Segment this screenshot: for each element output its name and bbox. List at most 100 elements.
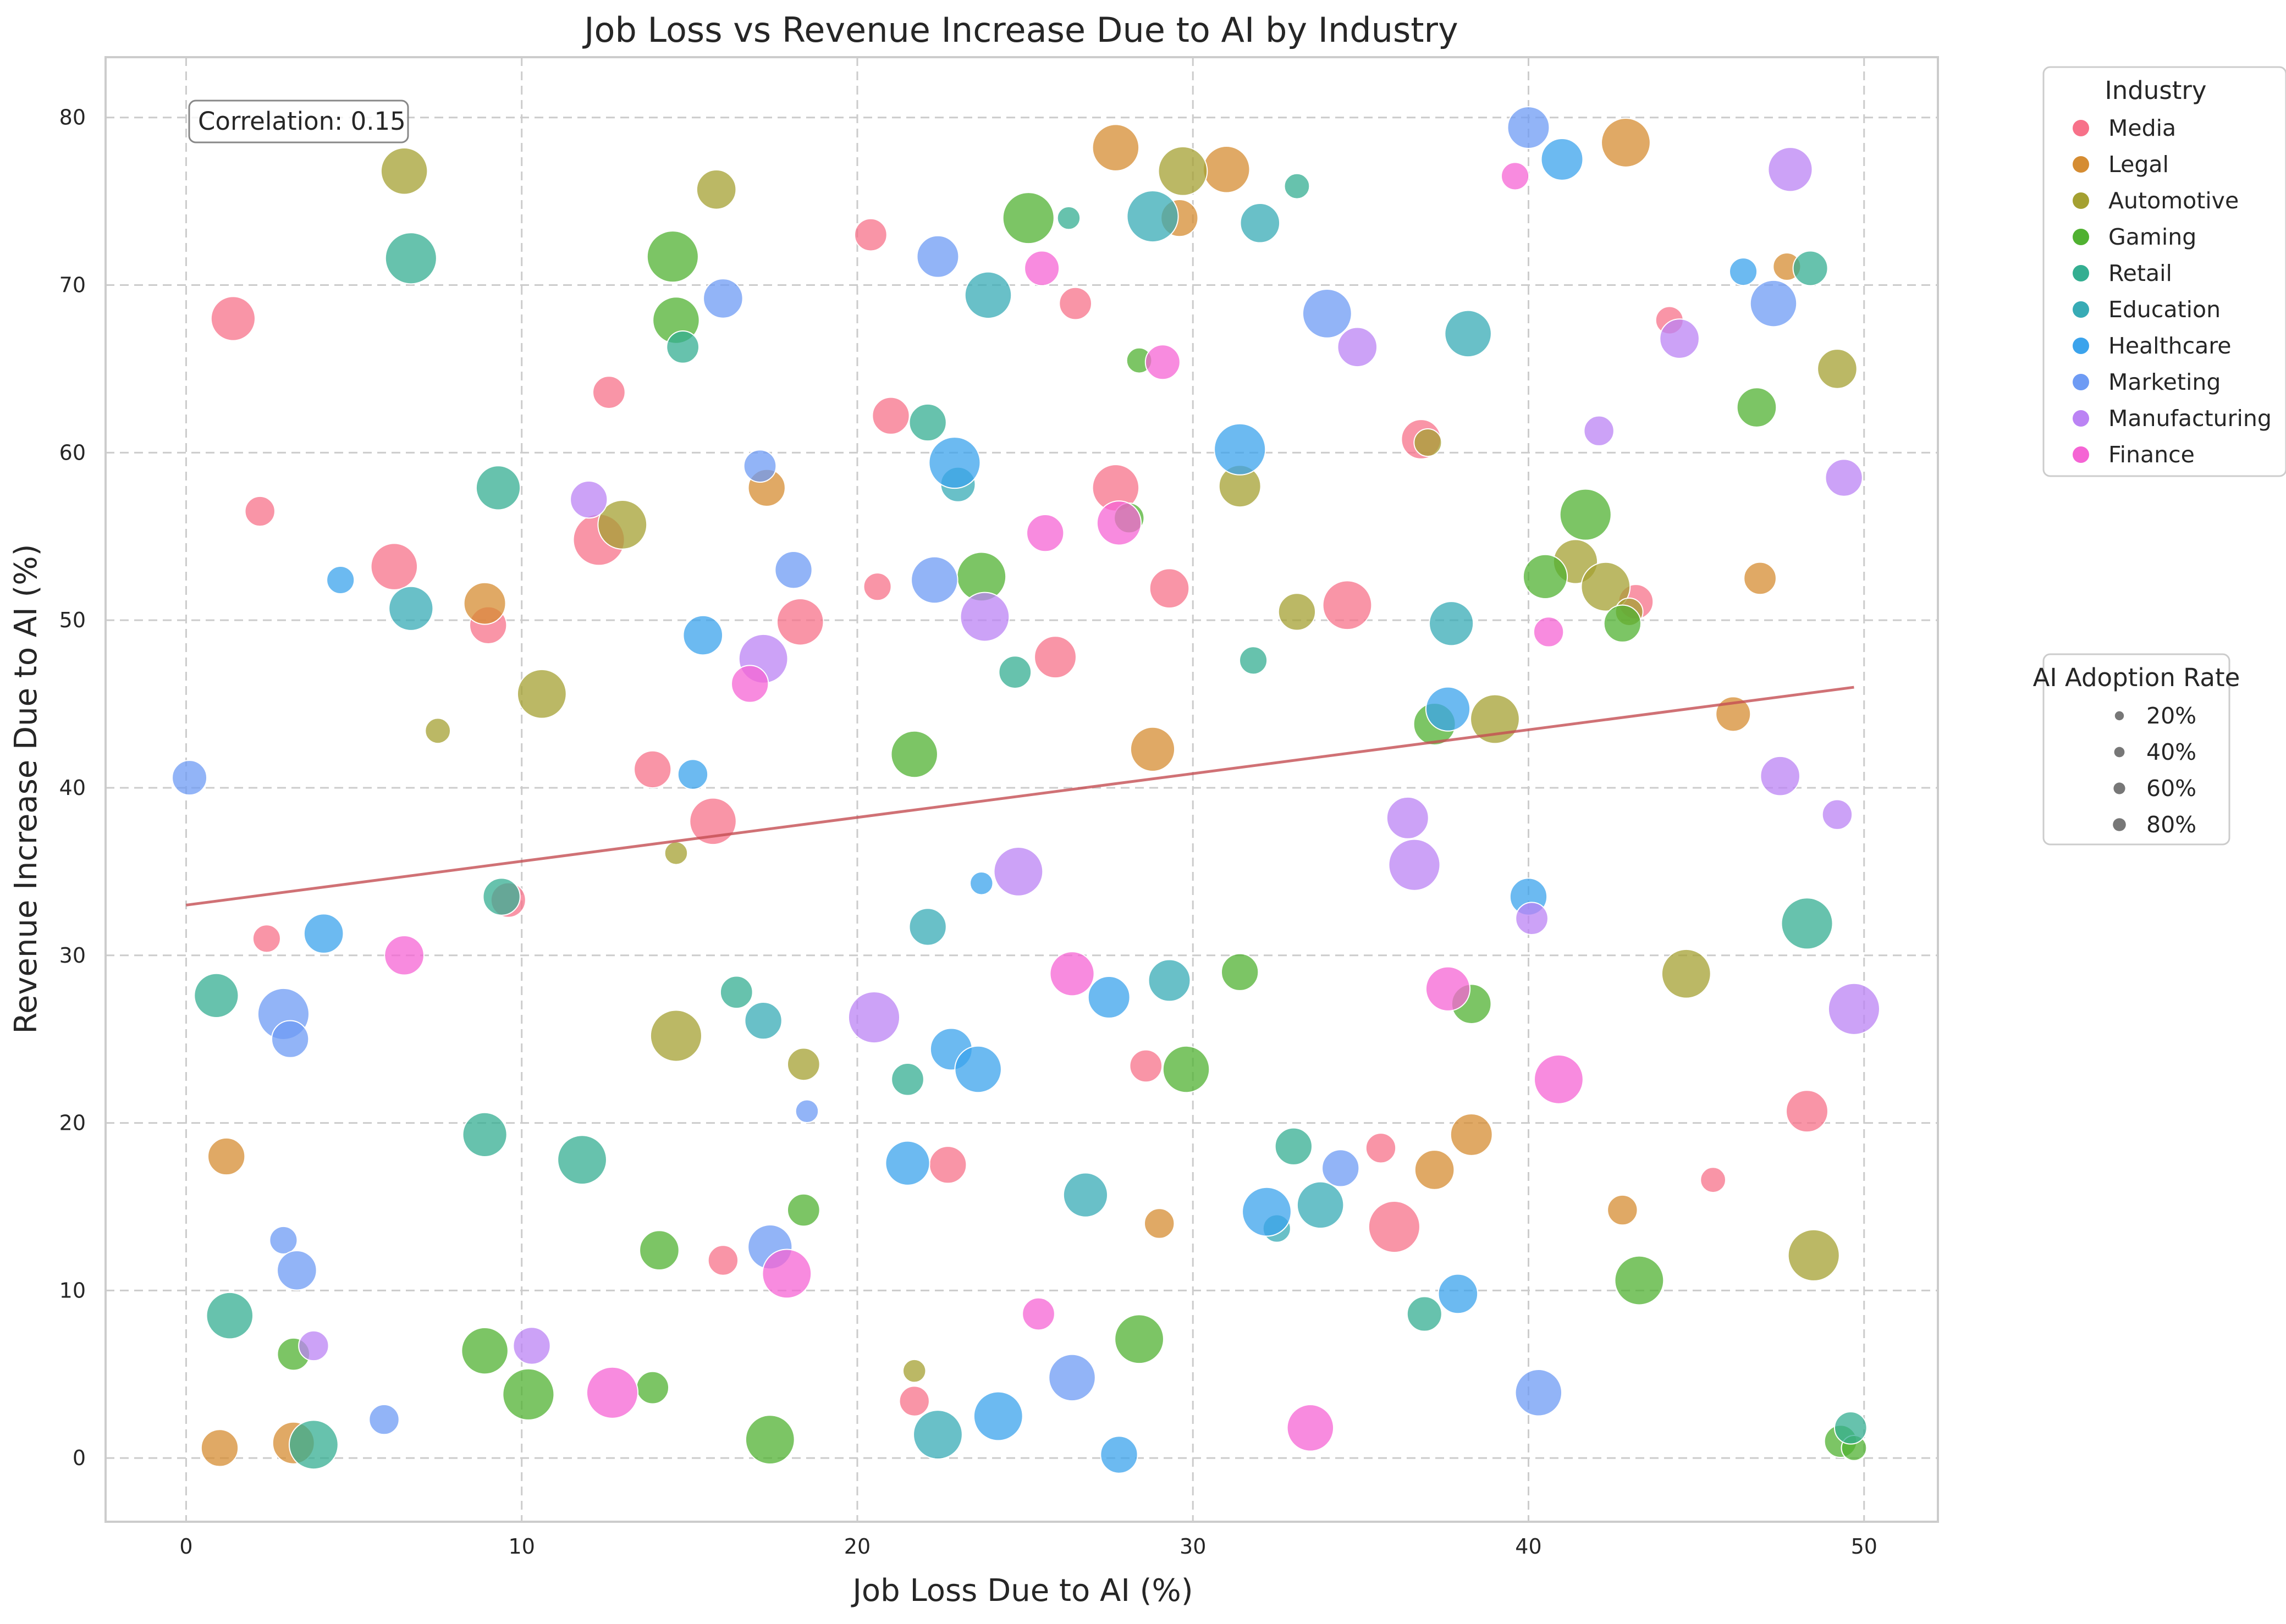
data-point-automotive <box>425 717 451 744</box>
data-point-media <box>1149 568 1190 609</box>
correlation-text: Correlation: 0.15 <box>198 107 406 136</box>
data-point-marketing <box>703 278 743 319</box>
legend-marker-finance <box>2073 446 2089 463</box>
data-point-automotive <box>1413 428 1442 457</box>
data-point-media <box>1059 286 1092 321</box>
data-point-finance <box>1533 616 1565 648</box>
data-point-media <box>1322 580 1373 631</box>
data-point-finance <box>1144 344 1181 380</box>
industry-legend: Industry Media Legal Automotive Gaming Retai… <box>2042 66 2286 477</box>
data-point-gaming <box>1114 1314 1164 1365</box>
data-point-retail <box>1284 173 1310 200</box>
data-point-marketing <box>916 235 960 278</box>
correlation-annotation: Correlation: 0.15 <box>188 100 409 143</box>
x-tick-label: 10 <box>509 1534 535 1559</box>
trend-line <box>186 686 1854 907</box>
data-point-gaming <box>1603 604 1642 643</box>
data-point-manufacturing <box>1760 755 1800 797</box>
y-tick-label: 60 <box>59 440 86 465</box>
data-point-education <box>1062 1172 1109 1218</box>
data-point-retail <box>1274 1127 1313 1165</box>
legend-label-legal: Legal <box>2108 151 2169 178</box>
data-point-manufacturing <box>298 1330 329 1362</box>
data-point-legal <box>1601 118 1651 168</box>
data-point-automotive <box>664 841 688 865</box>
data-point-gaming <box>1221 953 1259 991</box>
data-point-media <box>776 598 824 646</box>
data-point-media <box>1786 1090 1828 1133</box>
data-point-healthcare <box>1729 257 1758 286</box>
legend-marker-education <box>2073 301 2089 318</box>
data-point-healthcare <box>1087 976 1131 1019</box>
y-axis-label: Revenue Increase Due to AI (%) <box>8 544 44 1034</box>
data-point-media <box>244 495 276 527</box>
data-point-retail <box>482 877 521 916</box>
data-point-education <box>913 1410 963 1460</box>
legend-label-automotive: Automotive <box>2108 187 2239 214</box>
data-point-media <box>899 1385 930 1417</box>
data-point-marketing <box>269 1225 298 1255</box>
data-point-media <box>210 296 256 341</box>
size-legend-marker <box>2114 711 2124 721</box>
data-point-retail <box>462 1112 508 1157</box>
data-point-finance <box>1026 513 1065 553</box>
data-point-media <box>252 924 281 953</box>
data-point-finance <box>1425 966 1471 1012</box>
chart-title: Job Loss vs Revenue Increase Due to AI b… <box>582 10 1458 50</box>
data-point-manufacturing <box>1583 415 1615 446</box>
data-point-finance <box>1096 500 1142 546</box>
data-point-manufacturing <box>1659 318 1700 359</box>
data-point-automotive <box>786 1047 820 1081</box>
data-point-finance <box>1022 1297 1055 1331</box>
data-point-media <box>707 1245 739 1276</box>
data-point-retail <box>891 1062 924 1096</box>
x-tick-label: 20 <box>844 1534 871 1559</box>
data-point-manufacturing <box>570 480 608 519</box>
data-point-retail <box>206 1291 254 1340</box>
data-point-automotive <box>1817 349 1858 389</box>
data-point-finance <box>1286 1404 1335 1452</box>
data-point-education <box>1126 190 1179 243</box>
data-point-manufacturing <box>513 1327 551 1365</box>
data-point-healthcare <box>1437 1273 1479 1314</box>
data-point-healthcare <box>303 913 344 954</box>
x-axis-label: Job Loss Due to AI (%) <box>851 1573 1193 1609</box>
data-point-retail <box>666 330 699 364</box>
data-point-marketing <box>795 1099 819 1123</box>
data-point-manufacturing <box>1827 982 1880 1035</box>
legend-marker-marketing <box>2073 374 2089 390</box>
data-point-manufacturing <box>1337 327 1378 368</box>
data-point-media <box>1368 1200 1420 1253</box>
data-point-healthcare <box>973 1391 1023 1441</box>
y-tick-label: 50 <box>59 608 86 632</box>
trendline <box>186 686 1854 907</box>
legend-marker-manufacturing <box>2073 410 2089 427</box>
data-point-gaming <box>1162 1045 1210 1093</box>
data-point-education <box>388 585 434 631</box>
data-point-retail <box>998 655 1032 689</box>
data-point-automotive <box>649 1009 702 1062</box>
data-point-education <box>908 908 947 946</box>
data-point-retail <box>1406 1296 1442 1332</box>
data-point-automotive <box>1580 561 1631 612</box>
data-point-healthcare <box>970 871 994 896</box>
data-point-marketing <box>1749 279 1798 328</box>
data-point-marketing <box>1514 1369 1563 1417</box>
data-point-gaming <box>646 230 699 283</box>
legend-marker-retail <box>2073 265 2089 281</box>
data-point-retail <box>557 1135 607 1185</box>
data-point-automotive <box>380 147 428 195</box>
data-point-healthcare <box>1100 1435 1138 1474</box>
data-point-marketing <box>1321 1149 1360 1187</box>
size-legend-label: 60% <box>2146 775 2196 802</box>
data-point-gaming <box>1559 488 1612 541</box>
data-point-gaming <box>745 1415 795 1465</box>
data-point-manufacturing <box>847 991 901 1044</box>
data-point-media <box>872 396 910 435</box>
data-point-retail <box>1056 206 1081 230</box>
data-point-healthcare <box>326 565 355 595</box>
data-point-manufacturing <box>1386 796 1429 839</box>
legend-marker-media <box>2073 120 2089 136</box>
data-point-marketing <box>277 1250 317 1291</box>
data-point-automotive <box>597 500 648 550</box>
